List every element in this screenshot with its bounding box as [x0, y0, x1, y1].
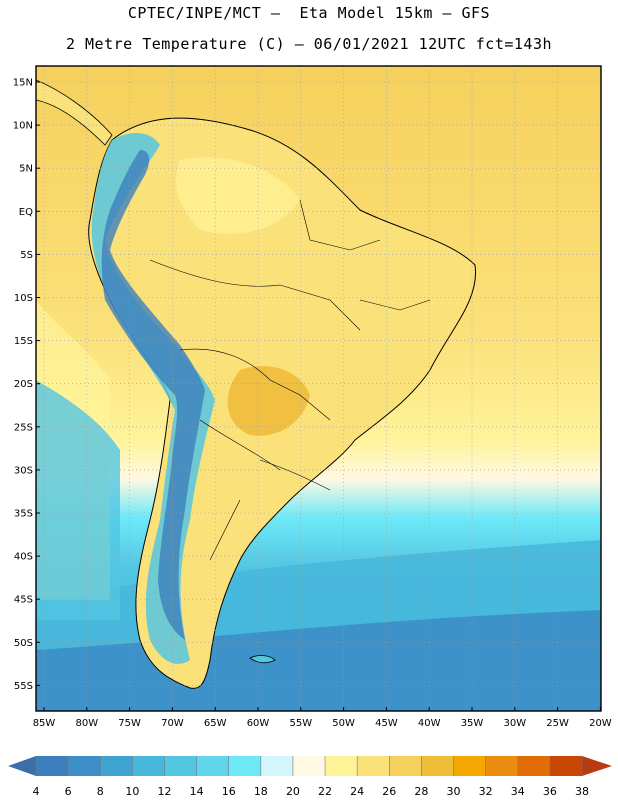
south-ocean-cold	[36, 610, 601, 711]
lat-tick-label: 55S	[14, 681, 33, 692]
colorbar-label: 16	[222, 785, 236, 798]
lat-tick-label: 15S	[14, 336, 33, 347]
title-line-2: 2 Metre Temperature (C) – 06/01/2021 12U…	[65, 35, 553, 53]
title-line-1: CPTEC/INPE/MCT – Eta Model 15km – GFS	[127, 4, 491, 22]
colorbar-label: 14	[190, 785, 204, 798]
lat-tick-label: 5S	[20, 250, 33, 261]
colorbar-label: 28	[414, 785, 428, 798]
amazon-patch	[176, 157, 300, 234]
longitude-labels: 85W 80W 75W 70W 65W 60W 55W 50W 45W 40W 35W 30W 25W 2…	[33, 707, 612, 729]
colorbar-label: 34	[511, 785, 525, 798]
lat-tick-label: 20S	[14, 379, 33, 390]
andes-coldest-strip	[101, 150, 205, 640]
lat-tick-label: 15N	[13, 78, 33, 89]
lat-tick-label: 25S	[14, 422, 33, 433]
lon-tick-label: 60W	[247, 718, 270, 729]
lat-tick-label: 50S	[14, 638, 33, 649]
colorbar-label: 20	[286, 785, 300, 798]
lon-tick-label: 35W	[461, 718, 484, 729]
falklands-land	[249, 655, 276, 664]
lat-tick-label: 45S	[14, 595, 33, 606]
lat-tick-label: 10N	[13, 121, 33, 132]
colorbar: 4 6 8 10 12 14 16 18 20 22 24 26 28 30 32 34 36 38	[8, 756, 612, 798]
colorbar-swatch	[485, 756, 519, 776]
lat-tick-label: 5N	[19, 164, 33, 175]
colorbar-label: 6	[65, 785, 72, 798]
colorbar-swatch	[421, 756, 455, 776]
country-borders	[149, 199, 431, 561]
colorbar-swatch	[164, 756, 198, 776]
colorbar-swatch	[549, 756, 583, 776]
colorbar-swatch	[36, 756, 69, 776]
colorbar-swatch	[100, 756, 133, 776]
lon-tick-label: 65W	[204, 718, 227, 729]
colorbar-label: 12	[157, 785, 171, 798]
colorbar-right-arrow	[582, 756, 612, 776]
lat-tick-label: 40S	[14, 552, 33, 563]
colorbar-label: 22	[318, 785, 332, 798]
colorbar-swatch	[517, 756, 551, 776]
andes-cold-strip	[91, 133, 215, 664]
colorbar-label: 8	[97, 785, 104, 798]
lon-tick-label: 45W	[375, 718, 398, 729]
map-field	[36, 66, 601, 711]
colorbar-left-arrow	[8, 756, 36, 776]
colorbar-label: 18	[254, 785, 268, 798]
colorbar-swatch	[292, 756, 326, 776]
colorbar-swatch	[260, 756, 294, 776]
colorbar-label: 4	[33, 785, 40, 798]
colorbar-swatch	[325, 756, 358, 776]
colorbar-swatch	[196, 756, 230, 776]
colorbar-label: 30	[447, 785, 461, 798]
lon-tick-label: 55W	[289, 718, 312, 729]
colorbar-swatch	[68, 756, 101, 776]
lat-tick-label: 35S	[14, 509, 33, 520]
colorbar-label: 36	[543, 785, 557, 798]
pacific-cool-band	[36, 380, 120, 620]
latitude-labels: 15N 10N 5N EQ 5S 10S 15S 20S 25S 30S 35S 40S 45S 50S 5…	[13, 78, 40, 692]
lat-tick-label: 10S	[14, 293, 33, 304]
colorbar-label: 26	[382, 785, 396, 798]
colorbar-label: 10	[125, 785, 139, 798]
lat-tick-label: EQ	[19, 207, 33, 218]
lat-tick-label: 30S	[14, 465, 33, 476]
colorbar-swatch	[453, 756, 487, 776]
colorbar-swatch	[357, 756, 390, 776]
lon-tick-label: 80W	[75, 718, 98, 729]
lon-tick-label: 70W	[161, 718, 184, 729]
lon-tick-label: 20W	[589, 718, 612, 729]
colorbar-label: 38	[575, 785, 589, 798]
colorbar-label: 24	[350, 785, 364, 798]
lon-tick-label: 75W	[118, 718, 141, 729]
lon-tick-label: 40W	[418, 718, 441, 729]
lon-tick-label: 30W	[503, 718, 526, 729]
colorbar-swatch	[228, 756, 262, 776]
map-frame	[35, 65, 602, 712]
central-america-land	[36, 79, 113, 146]
lon-tick-label: 85W	[33, 718, 56, 729]
colorbar-swatch	[132, 756, 165, 776]
lon-tick-label: 50W	[332, 718, 355, 729]
colorbar-label: 32	[479, 785, 493, 798]
lon-tick-label: 25W	[546, 718, 569, 729]
colorbar-swatch	[389, 756, 422, 776]
